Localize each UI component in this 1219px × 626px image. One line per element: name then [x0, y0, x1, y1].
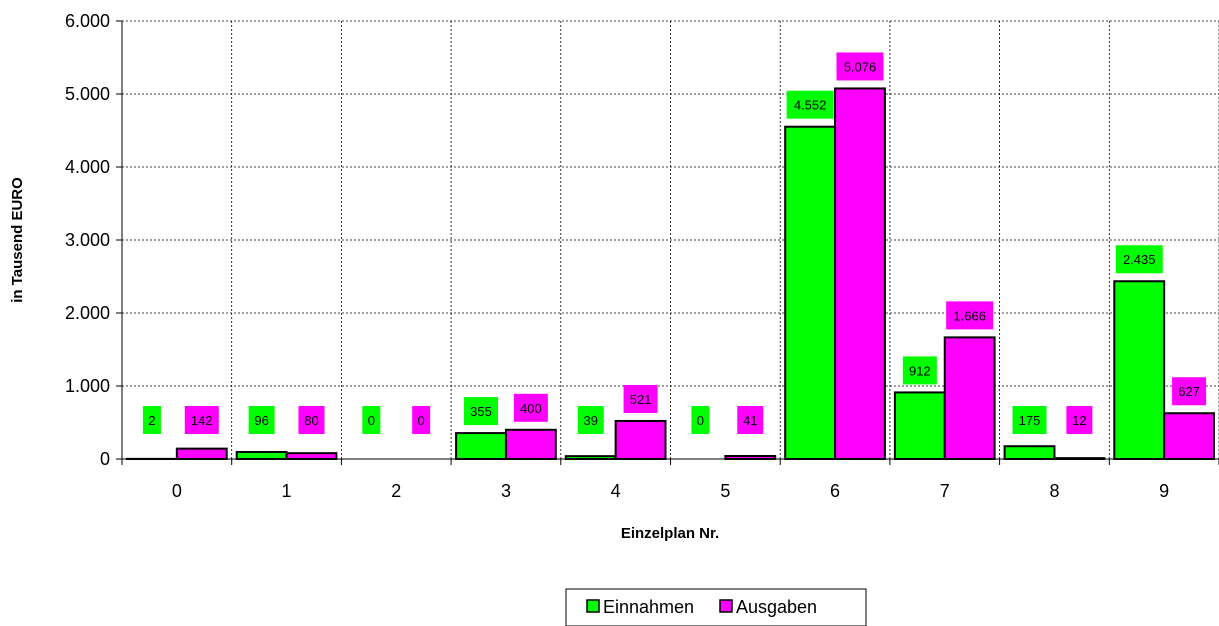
x-tick-label: 1 — [282, 481, 292, 501]
data-label-box — [412, 406, 431, 434]
data-label-ausgaben-9: 627 — [1178, 384, 1200, 399]
data-label-box — [1115, 245, 1163, 274]
data-label-einnahmen-9: 2.435 — [1123, 252, 1156, 267]
data-label-ausgaben-0: 142 — [191, 413, 213, 428]
x-tick-label: 4 — [611, 481, 621, 501]
grid-lines — [122, 20, 1219, 459]
data-label-box — [464, 397, 499, 426]
bar-einnahmen-3 — [455, 432, 507, 460]
data-label-ausgaben-7: 1.666 — [953, 308, 986, 323]
x-tick-label: 6 — [830, 481, 840, 501]
data-label-ausgaben-6: 5.076 — [844, 59, 877, 74]
bar-ausgaben-9 — [1163, 412, 1216, 461]
x-tick-labels: 0 1 2 3 4 5 6 7 8 9 — [172, 481, 1169, 501]
x-tick-label: 0 — [172, 481, 182, 501]
data-label-box — [623, 384, 658, 413]
bar-einnahmen-8 — [1003, 445, 1056, 461]
data-label-box — [577, 406, 604, 434]
data-label-box — [142, 406, 161, 434]
legend-swatch-ausgaben — [719, 599, 733, 613]
data-label-box — [1066, 406, 1093, 434]
data-label-box — [513, 393, 548, 422]
legend-label-einnahmen: Einnahmen — [603, 597, 694, 617]
bar-einnahmen-9 — [1113, 280, 1166, 460]
data-label-box — [786, 90, 834, 119]
data-label-ausgaben-4: 521 — [630, 392, 652, 407]
bar-ausgaben-1 — [285, 452, 338, 461]
axes — [116, 20, 1219, 465]
data-label-box — [946, 301, 994, 330]
data-label-ausgaben-8: 12 — [1072, 413, 1086, 428]
bar-ausgaben-3 — [504, 428, 557, 460]
data-label-box — [248, 406, 275, 434]
bar-ausgaben-4 — [614, 419, 667, 461]
data-label-box — [362, 406, 381, 434]
legend-swatch-einnahmen — [586, 599, 600, 613]
x-tick-label: 3 — [501, 481, 511, 501]
x-tick-label: 9 — [1159, 481, 1169, 501]
data-label-box — [184, 406, 219, 434]
x-axis-title: Einzelplan Nr. — [621, 525, 719, 542]
data-label-einnahmen-4: 39 — [583, 413, 597, 428]
x-tick-label: 2 — [391, 481, 401, 501]
data-label-box — [691, 406, 710, 434]
data-label-einnahmen-6: 4.552 — [794, 98, 827, 113]
x-tick-label: 8 — [1049, 481, 1059, 501]
data-labels: 2 142 96 80 0 0 355 400 39 521 0 41 4.552 5.076 912 1.6… — [142, 52, 1207, 434]
y-tick-label: 2.000 — [65, 303, 110, 323]
data-label-einnahmen-2: 0 — [368, 413, 375, 428]
legend-label-ausgaben: Ausgaben — [736, 597, 817, 617]
bar-einnahmen-7 — [893, 391, 946, 461]
bar-einnahmen-1 — [235, 450, 288, 461]
data-label-box — [737, 406, 764, 434]
data-label-einnahmen-5: 0 — [697, 413, 704, 428]
legend-box — [565, 588, 867, 626]
y-axis-title: in Tausend EURO — [9, 177, 26, 303]
data-label-einnahmen-1: 96 — [254, 413, 268, 428]
y-tick-label: 0 — [100, 449, 110, 469]
data-label-ausgaben-1: 80 — [304, 413, 318, 428]
data-label-box — [1012, 406, 1047, 434]
data-label-einnahmen-3: 355 — [470, 404, 492, 419]
data-label-box — [836, 52, 884, 81]
y-tick-label: 3.000 — [65, 230, 110, 250]
data-label-ausgaben-5: 41 — [743, 413, 757, 428]
y-tick-label: 1.000 — [65, 376, 110, 396]
x-tick-label: 5 — [720, 481, 730, 501]
bar-einnahmen-6 — [784, 125, 837, 460]
y-tick-label: 5.000 — [65, 84, 110, 104]
data-label-ausgaben-2: 0 — [418, 413, 425, 428]
data-label-box — [1172, 377, 1207, 406]
data-label-box — [298, 406, 325, 434]
data-label-einnahmen-7: 912 — [909, 363, 931, 378]
data-label-einnahmen-8: 175 — [1019, 413, 1041, 428]
bars — [126, 87, 1216, 461]
x-tick-label: 7 — [940, 481, 950, 501]
bar-ausgaben-0 — [175, 447, 228, 461]
y-tick-labels: 0 1.000 2.000 3.000 4.000 5.000 6.000 — [65, 11, 110, 469]
bar-ausgaben-6 — [834, 87, 886, 461]
y-tick-label: 4.000 — [65, 157, 110, 177]
y-tick-label: 6.000 — [65, 11, 110, 31]
legend: Einnahmen Ausgaben — [565, 588, 867, 626]
data-label-ausgaben-3: 400 — [520, 401, 542, 416]
bar-ausgaben-7 — [943, 336, 996, 460]
data-label-einnahmen-0: 2 — [148, 413, 155, 428]
data-label-box — [902, 356, 937, 385]
